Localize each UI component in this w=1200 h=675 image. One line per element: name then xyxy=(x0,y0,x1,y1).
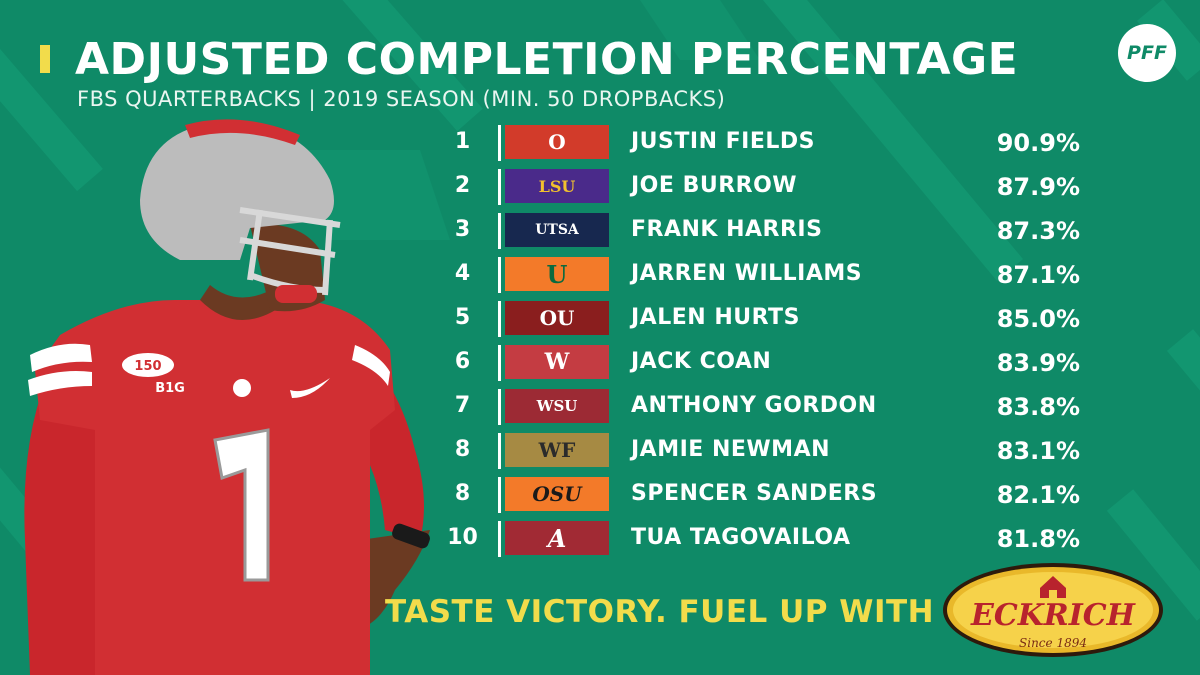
completion-pct: 83.9% xyxy=(996,349,1080,377)
player-name: ANTHONY GORDON xyxy=(631,393,877,418)
player-name: TUA TAGOVAILOA xyxy=(631,525,851,550)
row-divider xyxy=(498,433,501,469)
eckrich-badge xyxy=(943,563,1163,657)
player-body: 150 B1G xyxy=(24,285,430,675)
team-logo-alabama: A xyxy=(505,521,609,555)
table-row: 3 UTSA FRANK HARRIS 87.3% xyxy=(440,211,1120,251)
player-name: JARREN WILLIAMS xyxy=(631,261,863,286)
row-divider xyxy=(498,389,501,425)
completion-pct: 83.8% xyxy=(996,393,1080,421)
sponsor-tagline: TASTE VICTORY. FUEL UP WITH xyxy=(385,594,935,630)
row-divider xyxy=(498,301,501,337)
eckrich-logo: ECKRICH Since 1894 xyxy=(942,562,1164,658)
row-divider xyxy=(498,257,501,293)
completion-pct: 82.1% xyxy=(996,481,1080,509)
row-divider xyxy=(498,169,501,205)
team-logo-lsu: LSU xyxy=(505,169,609,203)
patch-150: 150 xyxy=(134,359,161,374)
page-subtitle: FBS QUARTERBACKS | 2019 SEASON (MIN. 50 … xyxy=(77,87,726,111)
row-divider xyxy=(498,345,501,381)
completion-pct: 87.1% xyxy=(996,261,1080,289)
player-name: SPENCER SANDERS xyxy=(631,481,878,506)
rank: 6 xyxy=(454,349,471,374)
row-divider xyxy=(498,521,501,557)
helmet xyxy=(140,119,341,312)
team-logo-wake-forest: WF xyxy=(505,433,609,467)
table-row: 4 U JARREN WILLIAMS 87.1% xyxy=(440,255,1120,295)
completion-pct: 83.1% xyxy=(996,437,1080,465)
rank: 2 xyxy=(454,173,471,198)
rank: 3 xyxy=(454,217,471,242)
rank: 8 xyxy=(454,481,471,506)
team-logo-utsa: UTSA xyxy=(505,213,609,247)
table-row: 5 OU JALEN HURTS 85.0% xyxy=(440,299,1120,339)
table-row: 10 A TUA TAGOVAILOA 81.8% xyxy=(440,519,1120,559)
player-name: JACK COAN xyxy=(631,349,772,374)
table-row: 8 OSU SPENCER SANDERS 82.1% xyxy=(440,475,1120,515)
completion-pct: 90.9% xyxy=(996,129,1080,157)
jersey-number-1 xyxy=(213,428,270,582)
player-name: JUSTIN FIELDS xyxy=(631,129,816,154)
team-logo-ohio-state: O xyxy=(505,125,609,159)
row-divider xyxy=(498,477,501,513)
table-row: 1 O JUSTIN FIELDS 90.9% xyxy=(440,123,1120,163)
player-name: JAMIE NEWMAN xyxy=(631,437,831,462)
eckrich-since: Since 1894 xyxy=(1019,636,1087,650)
rank: 8 xyxy=(454,437,471,462)
team-logo-wisconsin: W xyxy=(505,345,609,379)
row-divider xyxy=(498,213,501,249)
player-name: FRANK HARRIS xyxy=(631,217,823,242)
table-row: 6 W JACK COAN 83.9% xyxy=(440,343,1120,383)
completion-pct: 87.9% xyxy=(996,173,1080,201)
table-row: 7 WSU ANTHONY GORDON 83.8% xyxy=(440,387,1120,427)
table-row: 8 WF JAMIE NEWMAN 83.1% xyxy=(440,431,1120,471)
player-name: JALEN HURTS xyxy=(631,305,800,330)
completion-pct: 85.0% xyxy=(996,305,1080,333)
team-logo-oklahoma-state: OSU xyxy=(505,477,609,511)
pff-logo: PFF xyxy=(1118,24,1176,82)
rank: 5 xyxy=(454,305,471,330)
team-logo-oklahoma: OU xyxy=(505,301,609,335)
rank: 1 xyxy=(454,129,471,154)
player-name: JOE BURROW xyxy=(631,173,798,198)
rank: 4 xyxy=(454,261,471,286)
completion-pct: 81.8% xyxy=(996,525,1080,553)
rank: 10 xyxy=(447,525,478,550)
team-logo-washington-state: WSU xyxy=(505,389,609,423)
team-logo-miami: U xyxy=(505,257,609,291)
patch-b1g: B1G xyxy=(155,381,185,396)
rank: 7 xyxy=(454,393,471,418)
title-accent-bar xyxy=(40,45,50,73)
table-row: 2 LSU JOE BURROW 87.9% xyxy=(440,167,1120,207)
eckrich-brand: ECKRICH xyxy=(970,598,1135,633)
completion-pct: 87.3% xyxy=(996,217,1080,245)
page-title: ADJUSTED COMPLETION PERCENTAGE xyxy=(75,34,1019,85)
player-illustration: 150 B1G xyxy=(24,119,430,675)
row-divider xyxy=(498,125,501,161)
